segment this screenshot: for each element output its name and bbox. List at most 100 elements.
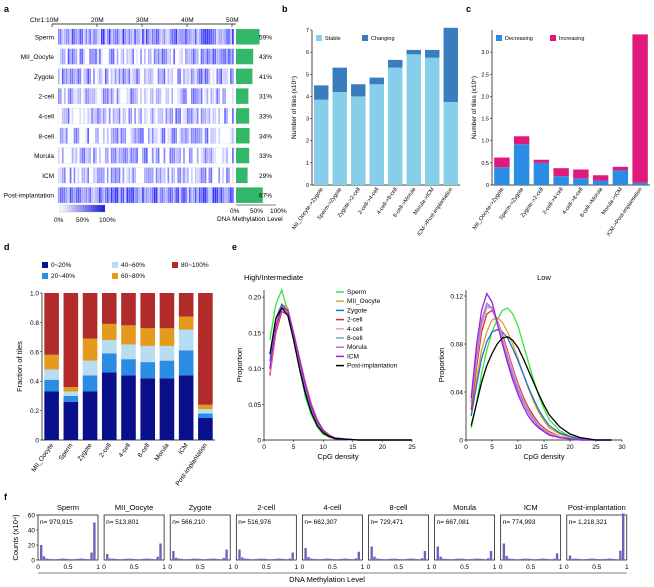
heatmap-stripe [142,128,144,144]
level-tick: 100% [270,208,287,215]
x-tick-label: 0.5 [262,564,271,571]
heatmap-stripe [99,29,101,45]
heatmap-stripe [108,108,111,124]
x-tick-label: 0.5 [63,564,72,571]
series-line-sperm [470,307,612,441]
methylation-pct-label: 33% [259,153,272,160]
heatmap-stripe [228,167,230,184]
histogram-bar [370,546,373,560]
heatmap-stripe [220,68,222,85]
heatmap-stripe [167,167,170,184]
heatmap-stripe [204,128,207,144]
heatmap-stripe [228,29,230,45]
histogram-bar [505,555,508,560]
y-tick-label: 5 [306,72,309,78]
heatmap-stripe [208,147,211,164]
x-tick-label: 0 [168,564,172,571]
histogram-bar [381,559,385,560]
heatmap-stripe [159,128,162,144]
histogram-bar [51,559,54,560]
histogram-bar [484,559,487,560]
colorbar-rect [59,204,106,213]
heatmap-stripe [59,128,62,144]
heatmap-stripe [79,29,82,45]
bar-segment [44,391,59,440]
heatmap-stripe [101,187,103,203]
row-label: Sperm [35,34,54,41]
bar-stable [369,84,384,185]
bar-decreasing [494,167,510,185]
heatmap-stripe [95,187,97,203]
heatmap-stripe [157,68,160,85]
heatmap-stripe [79,187,82,203]
heatmap-stripe [196,128,199,144]
heatmap-stripe [93,147,95,164]
heatmap-stripe [128,48,131,65]
bar-segment [178,329,194,351]
heatmap-stripe [130,88,133,104]
y-tick-label: 20 [28,543,36,550]
category-label: Zygote [77,442,94,463]
heatmap-stripe [99,167,101,184]
heatmap-stripe [118,88,121,104]
heatmap-stripe [175,147,177,164]
heatmap-stripe [73,147,76,164]
heatmap-stripe [132,88,134,104]
heatmap-stripe [93,108,95,124]
heatmap-stripe [151,187,154,203]
heatmap-stripe [124,128,127,144]
heatmap-stripe [187,29,189,45]
heatmap-stripe [134,29,136,45]
histogram-bar [346,558,349,560]
histogram-bar [214,558,217,560]
x-tick-label: 0 [262,444,266,451]
bar-increasing [513,136,530,145]
legend-label: 2-cell [347,317,363,324]
bar-stable [314,99,329,185]
histogram-bar [378,558,382,560]
heatmap-stripe [222,29,224,45]
histogram-bar [122,558,126,560]
row-label: Morula [34,153,54,160]
histogram-bar [453,558,456,560]
heatmap-stripe [69,68,72,85]
heatmap-stripe [83,88,86,104]
heatmap-stripe [151,29,154,45]
bar-increasing [494,157,510,168]
histogram-title: MII_Oocyte [115,503,153,512]
heatmap-stripe [124,29,127,45]
heatmap-stripe [124,147,127,164]
histogram-bar [200,559,203,560]
heatmap-stripe [128,68,131,85]
heatmap-stripe [89,147,91,164]
bar-increasing [592,175,609,181]
heatmap-stripe [132,29,134,45]
heatmap-stripe [183,187,185,203]
histogram-bar [519,558,522,560]
heatmap-stripe [149,68,152,85]
heatmap-stripe [120,48,123,65]
heatmap-stripe [187,108,189,124]
histogram-bar [243,558,247,560]
y-tick-label: 0.08 [450,342,463,349]
heatmap-stripe [171,128,174,144]
heatmap-stripe [112,167,115,184]
heatmap-stripe [144,68,146,85]
heatmap-stripe [93,68,95,85]
heatmap-stripe [232,128,234,144]
heatmap-stripe [222,88,224,104]
heatmap-stripe [87,29,89,45]
bar-segment [101,353,117,373]
histogram-bar [324,558,327,560]
heatmap-stripe [71,29,74,45]
heatmap-stripe [226,48,228,65]
level-tick: 0% [230,208,240,215]
heatmap-stripe [214,88,217,104]
histogram-bar [125,558,129,560]
heatmap-stripe [134,167,136,184]
histogram-bar [478,558,481,560]
heatmap-stripe [226,68,228,85]
legend-label: Increasing [559,36,584,42]
heatmap-stripe [177,167,179,184]
histogram-bar [321,558,324,560]
